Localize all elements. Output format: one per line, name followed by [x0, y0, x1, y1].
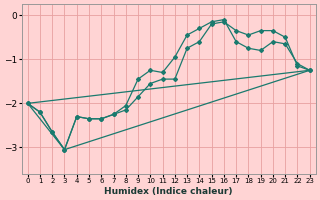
X-axis label: Humidex (Indice chaleur): Humidex (Indice chaleur): [104, 187, 233, 196]
